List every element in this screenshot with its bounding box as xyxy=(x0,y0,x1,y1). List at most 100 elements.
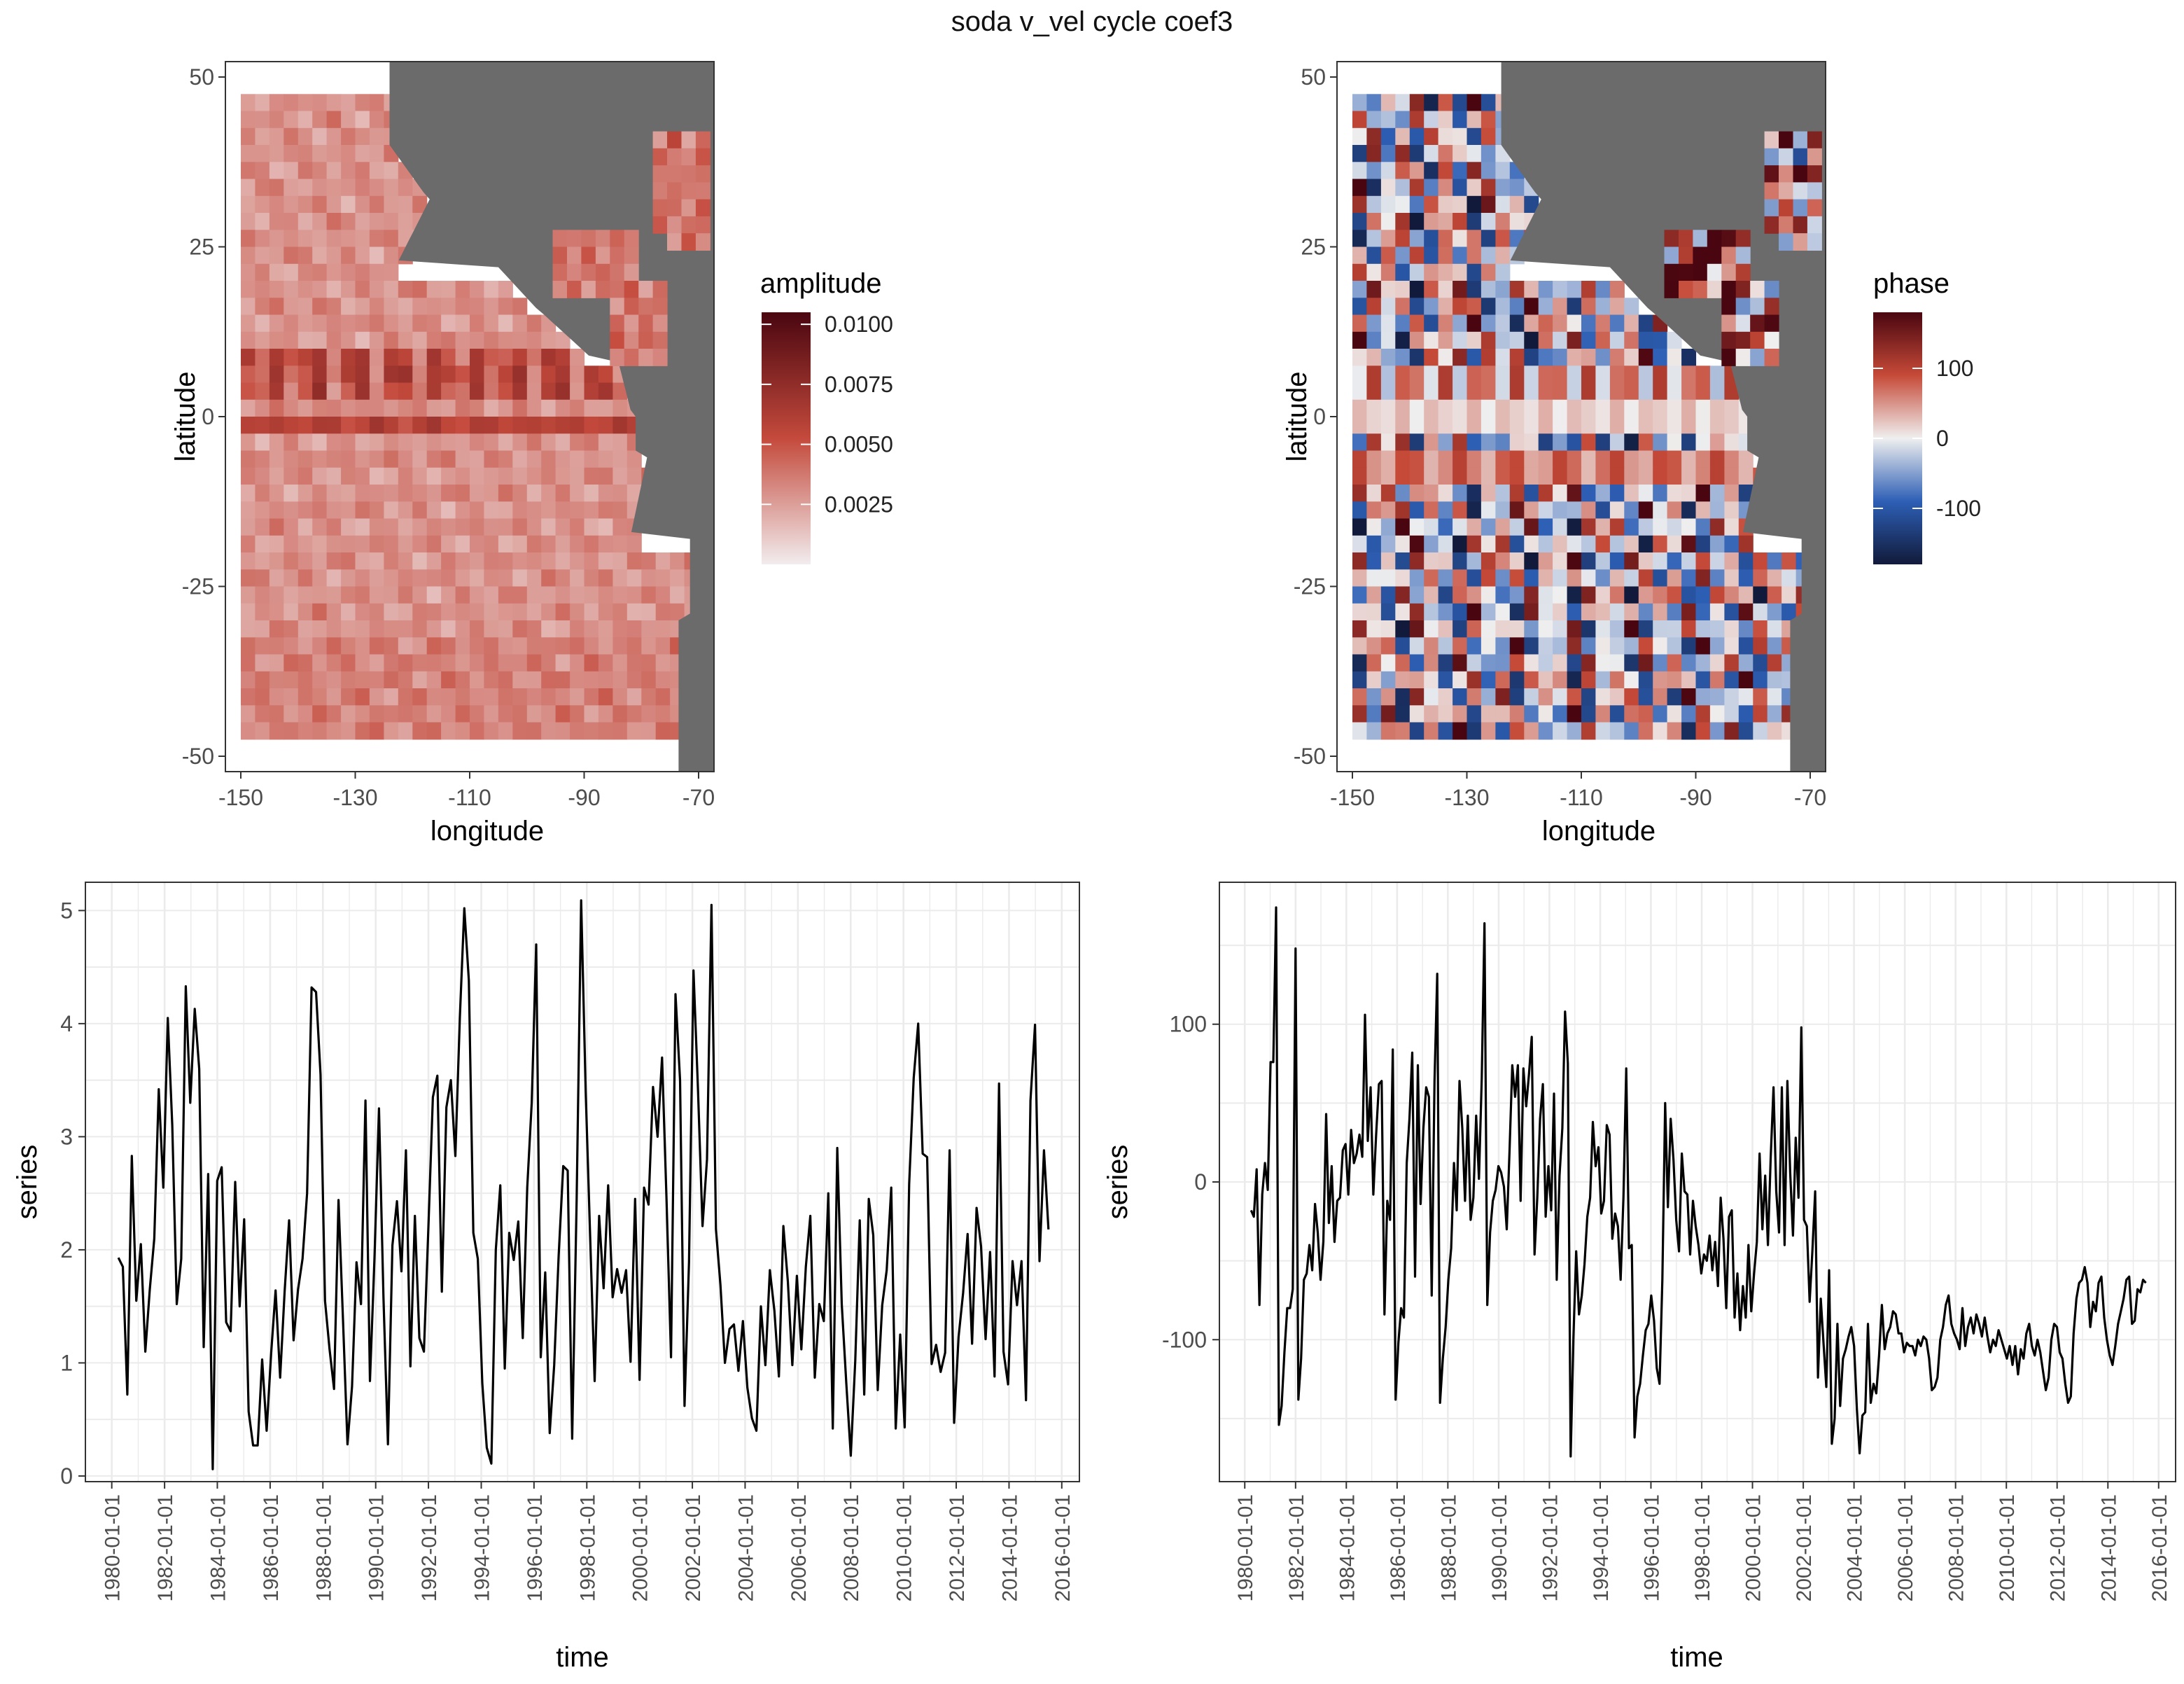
map-cell xyxy=(1524,705,1539,723)
map-cell xyxy=(412,603,428,621)
map-cell xyxy=(298,569,313,587)
map-cell xyxy=(384,467,399,485)
map-cell xyxy=(498,450,513,468)
map-cell xyxy=(1466,349,1482,366)
map-cell xyxy=(1380,195,1396,214)
map-cell xyxy=(455,535,470,553)
map-cell xyxy=(1667,620,1682,638)
map-cell xyxy=(512,298,528,316)
map-cell xyxy=(441,331,456,349)
map-cell xyxy=(652,148,668,166)
map-cell xyxy=(484,382,499,401)
map-cell xyxy=(1764,331,1779,349)
map-cell xyxy=(1681,603,1697,621)
map-cell xyxy=(341,417,356,434)
map-cell xyxy=(1452,127,1468,146)
map-cell xyxy=(1480,603,1496,621)
map-cell xyxy=(426,552,442,570)
map-cell xyxy=(426,467,442,485)
map-cell xyxy=(612,485,628,502)
map-cell xyxy=(652,216,668,234)
map-cell xyxy=(1767,603,1782,621)
map-cell xyxy=(1452,213,1468,230)
map-cell xyxy=(1538,501,1553,520)
map-cell xyxy=(526,450,542,468)
y-tick-label: -100 xyxy=(1162,1327,1207,1352)
map-cell xyxy=(441,281,456,298)
map-cell xyxy=(355,450,370,468)
map-cell xyxy=(1452,314,1468,333)
map-cell xyxy=(441,654,456,672)
map-cell xyxy=(1438,671,1453,689)
map-cell xyxy=(355,213,370,230)
map-cell xyxy=(512,688,528,706)
map-cell xyxy=(284,620,299,638)
x-tick-label: 2006-01-01 xyxy=(1894,1494,1917,1601)
map-cell xyxy=(1380,485,1396,502)
amplitude-series-y-label: series xyxy=(12,1145,43,1220)
map-cell xyxy=(284,586,299,604)
legend-tick-label: 0.0025 xyxy=(825,492,893,517)
map-cell xyxy=(1424,213,1439,230)
map-cell xyxy=(555,331,570,349)
map-cell xyxy=(1509,179,1525,197)
map-cell xyxy=(612,535,628,553)
map-cell xyxy=(541,366,556,384)
map-cell xyxy=(1567,314,1582,333)
map-cell xyxy=(1738,705,1754,723)
map-cell xyxy=(326,382,342,401)
map-cell xyxy=(1581,382,1596,401)
x-tick-label: 2012-01-01 xyxy=(2047,1494,2070,1601)
map-cell xyxy=(412,688,428,706)
map-cell xyxy=(1581,314,1596,333)
map-cell xyxy=(1595,417,1611,434)
map-cell xyxy=(1738,485,1754,502)
map-cell xyxy=(1681,688,1697,706)
map-cell xyxy=(1366,450,1382,468)
map-cell xyxy=(638,314,654,333)
map-cell xyxy=(1452,246,1468,265)
map-cell xyxy=(312,485,328,502)
map-cell xyxy=(341,552,356,570)
map-cell xyxy=(1638,399,1653,417)
map-cell xyxy=(1395,162,1410,180)
map-cell xyxy=(470,654,484,672)
map-cell xyxy=(384,535,399,553)
amplitude-field xyxy=(241,94,699,740)
map-cell xyxy=(1750,281,1765,298)
map-cell xyxy=(312,382,328,401)
map-cell xyxy=(1366,654,1382,672)
map-cell xyxy=(284,179,299,197)
map-cell xyxy=(412,349,428,366)
map-cell xyxy=(1380,586,1396,604)
map-cell xyxy=(1667,382,1682,401)
map-cell xyxy=(355,722,370,740)
map-cell xyxy=(1495,195,1511,214)
map-cell xyxy=(398,314,413,333)
map-cell xyxy=(1480,179,1496,197)
map-cell xyxy=(555,637,570,655)
map-cell xyxy=(584,467,599,485)
map-cell xyxy=(1767,637,1782,655)
map-cell xyxy=(355,111,370,129)
map-cell xyxy=(1764,182,1779,200)
map-cell xyxy=(312,314,328,333)
y-tick-label: 0 xyxy=(60,1463,73,1489)
map-cell xyxy=(241,314,255,333)
legend-tick-label: 0.0100 xyxy=(825,312,893,337)
map-cell xyxy=(341,450,356,468)
map-cell xyxy=(369,671,384,689)
map-cell xyxy=(1695,569,1711,587)
map-cell xyxy=(624,263,639,281)
map-cell xyxy=(1567,382,1582,401)
map-cell xyxy=(255,654,270,672)
map-cell xyxy=(584,382,599,401)
map-cell xyxy=(1352,552,1367,570)
map-cell xyxy=(555,467,570,485)
map-cell xyxy=(455,485,470,502)
map-cell xyxy=(1424,569,1439,587)
map-cell xyxy=(1681,654,1697,672)
map-cell xyxy=(412,450,428,468)
map-cell xyxy=(1695,518,1711,536)
map-cell xyxy=(1793,148,1808,166)
